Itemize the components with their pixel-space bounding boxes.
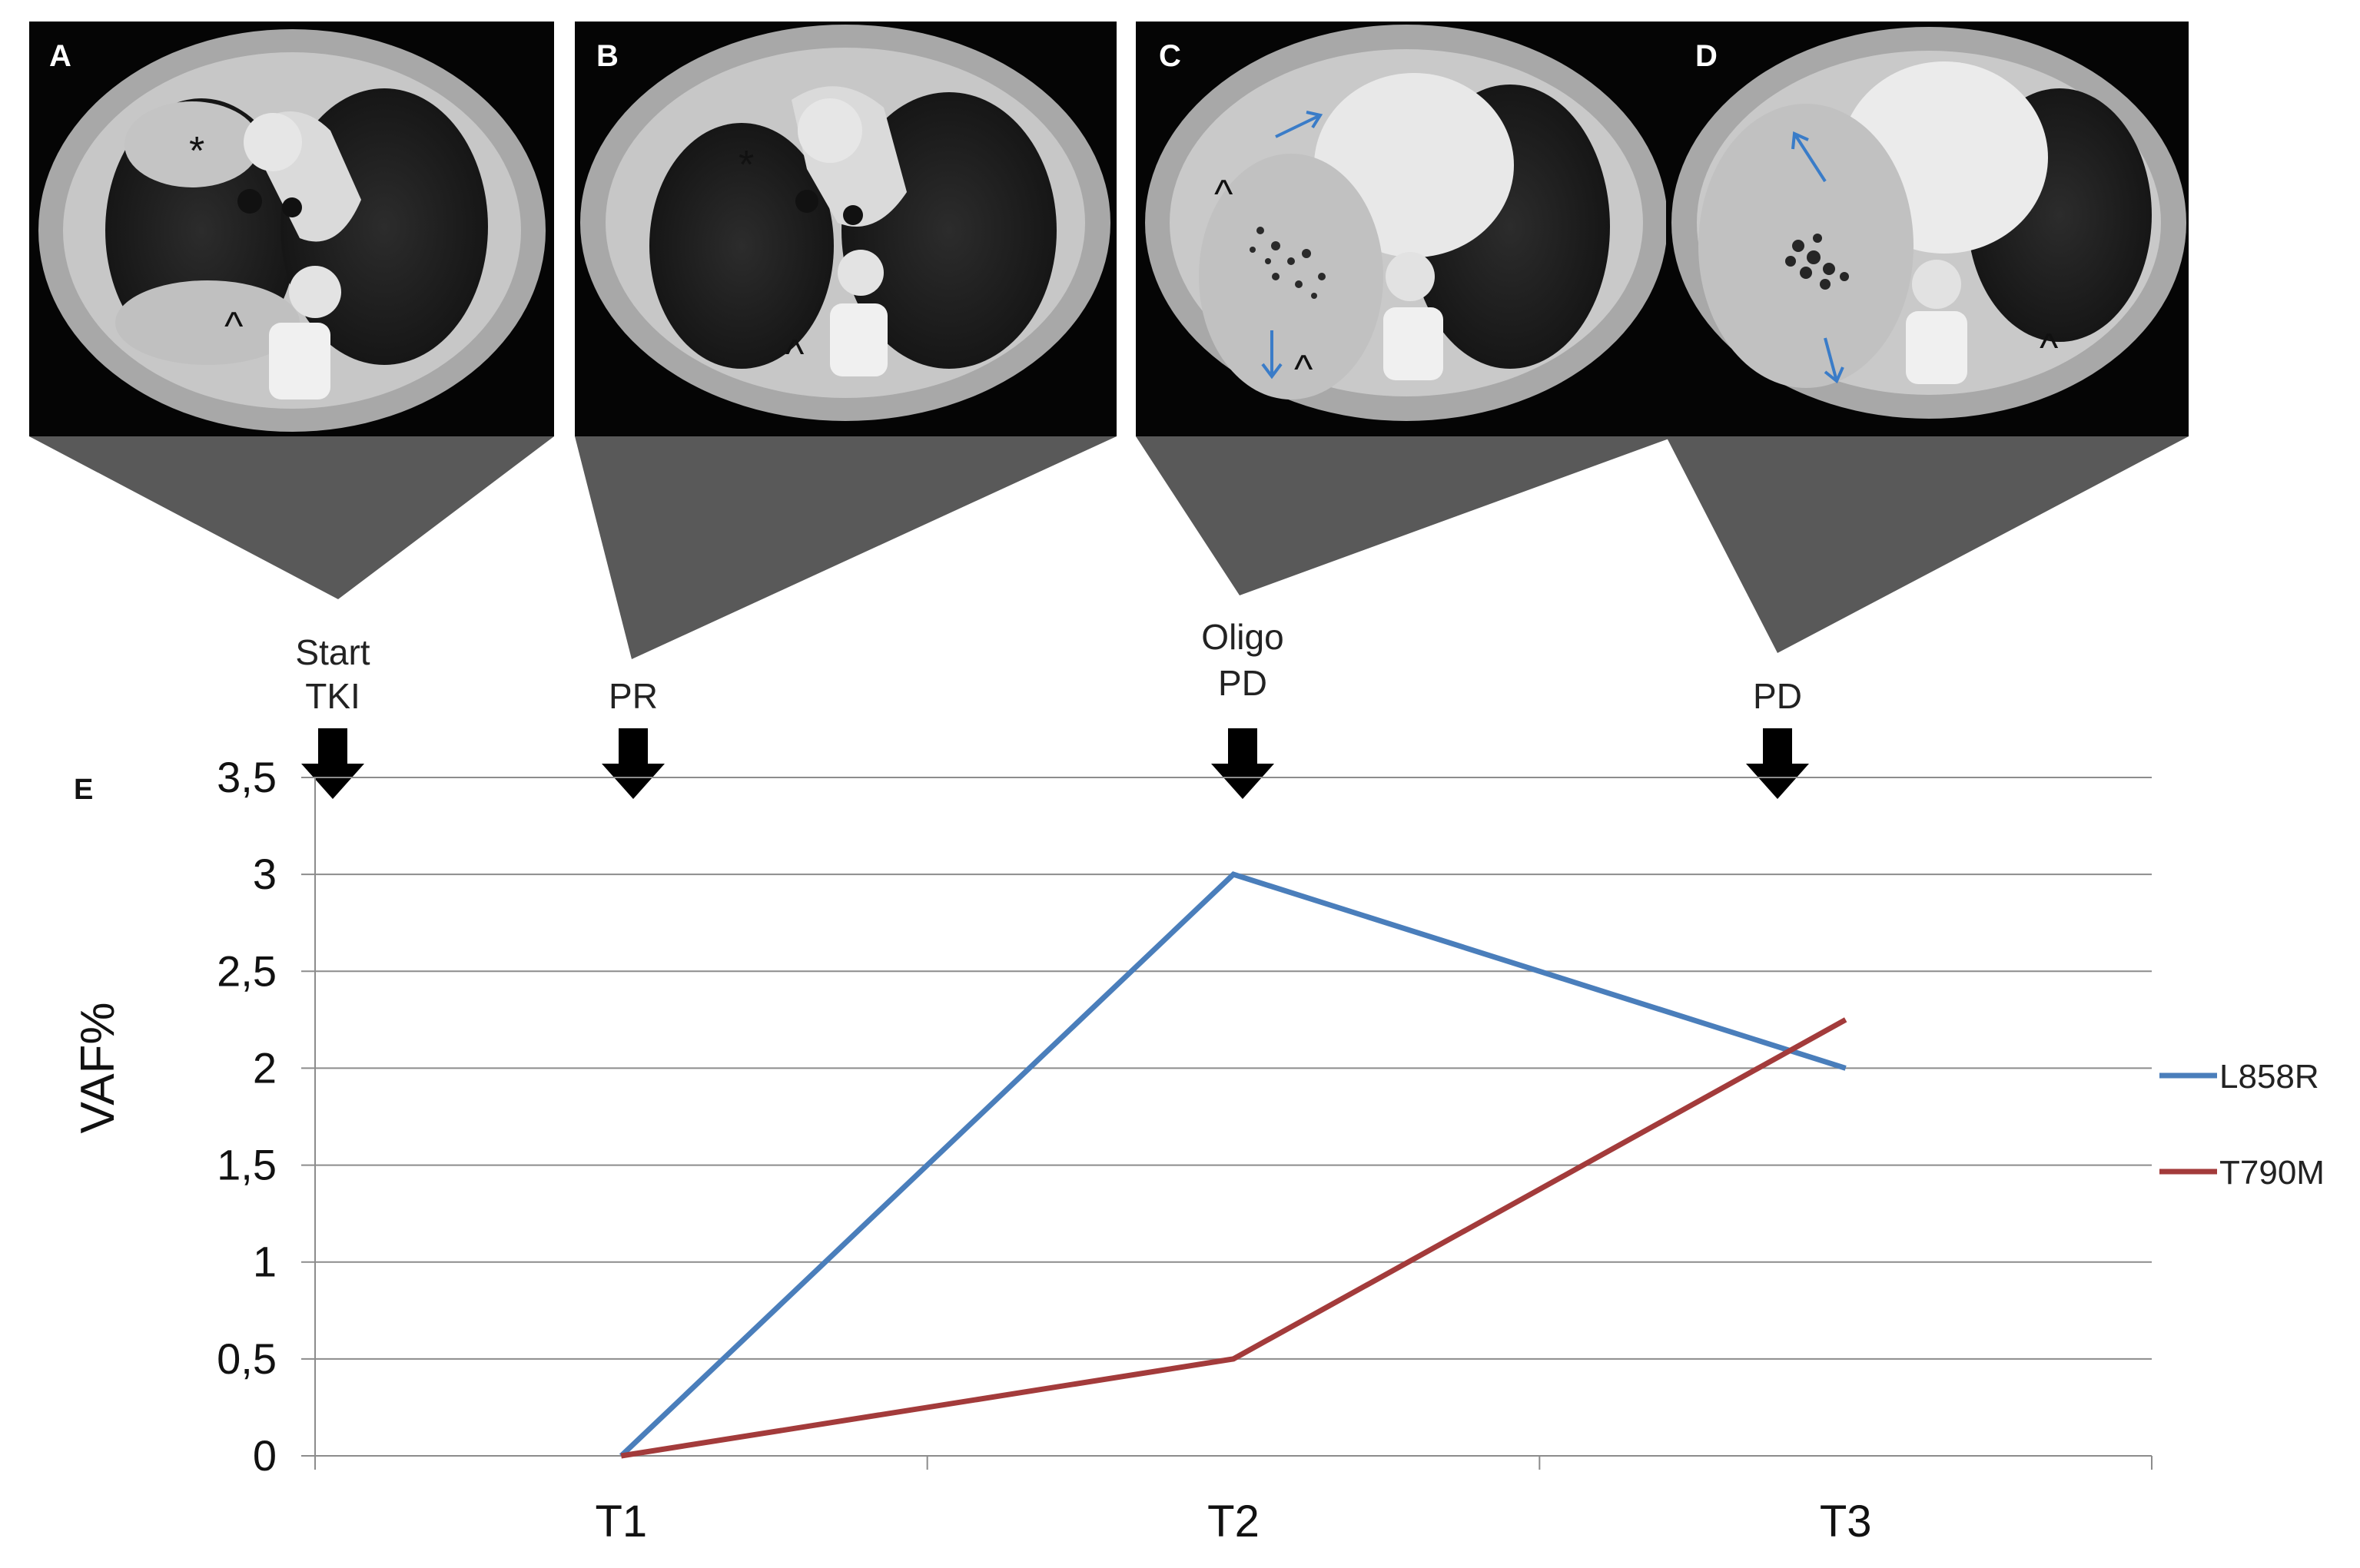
ct-panel-d: D ^: [1666, 22, 2189, 436]
legend-label: T790M: [2219, 1154, 2325, 1192]
down-arrow-icon: [1746, 728, 1809, 799]
ct-panel-b: B * ^: [575, 22, 1117, 436]
y-tick-label: 3: [253, 850, 277, 898]
y-tick-label: 0,5: [217, 1334, 277, 1383]
chart-grid: [315, 777, 2152, 1360]
ct-mark-asterisk: *: [189, 129, 204, 174]
ct-panel-c: C ^ ^: [1136, 22, 1675, 436]
chart-series: [619, 871, 1847, 1459]
ct-mark-caret: ^: [2040, 326, 2059, 370]
panel-letter-b: B: [596, 39, 619, 73]
panel-letter-c: C: [1159, 39, 1181, 73]
y-tick-label: 2,5: [217, 946, 277, 995]
panel-letter-a: A: [49, 39, 71, 73]
event-oligo-pd: Oligo PD: [1201, 617, 1284, 799]
event-label: PR: [609, 676, 658, 716]
event-pr: PR: [602, 676, 665, 799]
x-tick-label: T3: [1820, 1497, 1872, 1546]
blue-arrow-icon: [1275, 111, 1323, 138]
air-bronchogram: [1785, 234, 1849, 290]
blue-arrow-icon: [1791, 131, 1827, 183]
event-start-tki: Start TKI: [295, 632, 370, 799]
down-arrow-icon: [602, 728, 665, 799]
event-label: PD: [1753, 676, 1802, 716]
event-label: Start: [295, 632, 370, 672]
connector-wedge-b: [575, 436, 1117, 659]
y-tick-label: 1: [253, 1238, 277, 1286]
connector-wedge-a: [29, 436, 554, 599]
x-tick-label: T2: [1207, 1497, 1260, 1546]
connector-wedge-c: [1136, 436, 1675, 595]
chart-legend: L858R T790M: [2159, 1058, 2325, 1192]
event-label: TKI: [305, 676, 360, 716]
event-pd: PD: [1746, 676, 1809, 799]
ct-mark-asterisk: *: [739, 143, 754, 187]
blue-arrow-icon: [1261, 330, 1283, 380]
x-axis-ticks: T1 T2 T3: [595, 1497, 1871, 1546]
ct-mark-caret: ^: [1214, 172, 1233, 217]
connector-wedge-d: [1666, 436, 2189, 653]
ct-panel-a: A * ^: [29, 22, 554, 436]
event-label: Oligo: [1201, 617, 1283, 657]
down-arrow-icon: [301, 728, 364, 799]
series-line-t790m: [620, 1017, 1847, 1459]
y-axis-ticks: 0 0,5 1 1,5 2 2,5 3 3,5: [217, 753, 277, 1480]
x-tick-label: T1: [595, 1497, 647, 1546]
panel-letter-d: D: [1695, 39, 1718, 73]
y-tick-label: 0: [253, 1431, 277, 1480]
ct-mark-caret: ^: [224, 304, 244, 349]
air-bronchogram: [1250, 227, 1326, 299]
down-arrow-icon: [1211, 728, 1274, 799]
y-tick-label: 1,5: [217, 1141, 277, 1189]
y-axis-label: VAF%: [71, 1002, 124, 1133]
legend-label: L858R: [2219, 1058, 2319, 1096]
ct-mark-caret: ^: [1294, 347, 1313, 392]
blue-arrow-icon: [1824, 337, 1844, 384]
y-tick-label: 3,5: [217, 753, 277, 801]
chart-panel-letter: E: [74, 774, 93, 806]
y-tick-label: 2: [253, 1043, 277, 1092]
event-label: PD: [1218, 663, 1267, 703]
ct-mark-caret: ^: [785, 332, 805, 376]
